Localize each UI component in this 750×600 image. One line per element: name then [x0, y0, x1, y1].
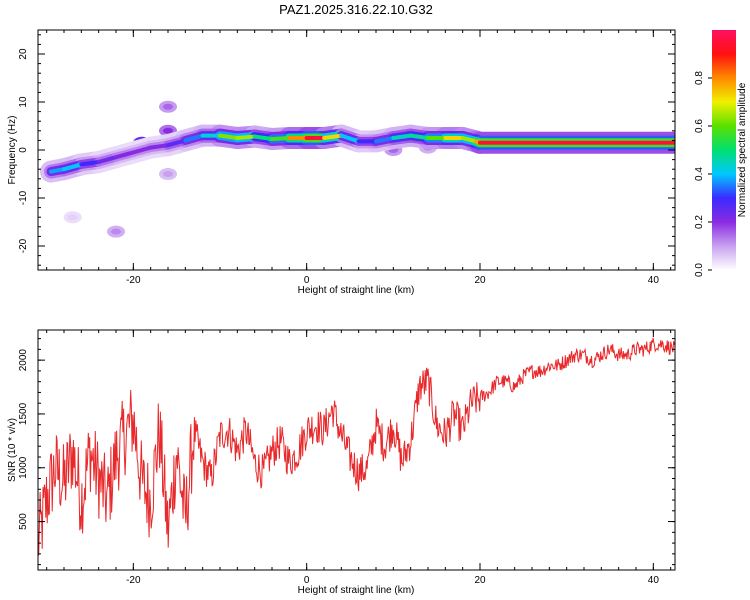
colorbar-tick-label: 0.4 — [694, 167, 705, 181]
snr-line — [38, 337, 675, 556]
snr-y-tick-label: 1000 — [18, 456, 29, 479]
snr-x-tick-label: 40 — [648, 575, 660, 586]
spectral-blob-core — [67, 214, 78, 221]
ridge-core — [235, 134, 257, 140]
ridge-core — [408, 133, 430, 140]
ridge-core — [339, 133, 361, 144]
ridge-core — [270, 136, 292, 141]
spectrogram-y-tick-label: 0 — [18, 147, 29, 153]
spectrogram-y-axis-title: Frequency (Hz) — [7, 116, 18, 185]
spectrogram-y-tick-label: 10 — [18, 96, 29, 108]
ridge-core — [114, 150, 136, 160]
spectrogram-y-tick-label: -20 — [18, 238, 29, 253]
snr-y-tick-label: 500 — [18, 513, 29, 530]
snr-series — [38, 337, 675, 556]
colorbar: 0.0 0.2 0.4 0.6 0.8 Normalized spectral ampl… — [694, 30, 748, 277]
ridge-core — [322, 133, 344, 140]
snr-x-tick-label: -20 — [126, 575, 141, 586]
spectrogram-x-tick-label: 40 — [648, 275, 660, 286]
ridge-core — [391, 133, 413, 140]
ridge-core — [183, 133, 205, 143]
figure-title: PAZ1.2025.316.22.10.G32 — [279, 2, 433, 17]
spectrogram-x-tick-label: -20 — [126, 275, 141, 286]
snr-frame — [37, 329, 676, 571]
colorbar-gradient — [712, 30, 736, 270]
snr-x-tick-label: 0 — [304, 575, 310, 586]
colorbar-tick-label: 0.8 — [694, 71, 705, 85]
ridge-core — [374, 136, 396, 144]
colorbar-tick-label: 0.0 — [694, 263, 705, 277]
snr-x-tick-label: 20 — [474, 575, 486, 586]
spectrogram-y-tick-label: -10 — [18, 190, 29, 205]
spectral-blob-core — [163, 103, 173, 110]
spectrogram-x-tick-label: 0 — [304, 275, 310, 286]
ridge-core — [166, 138, 188, 148]
ridge-core — [131, 145, 153, 155]
ridge-core — [62, 162, 84, 172]
ridge-core — [252, 134, 274, 141]
spectrogram-panel: -20 0 20 40 -20 -10 0 10 20 Height of straight l… — [7, 29, 676, 296]
ridge-core — [96, 155, 118, 164]
snr-x-axis-title: Height of straight line (km) — [298, 585, 415, 596]
snr-y-tick-label: 1500 — [18, 402, 29, 425]
ridge-core — [218, 133, 240, 140]
snr-panel: -20 0 20 40 500 1000 1500 2000 Height of straig… — [7, 329, 676, 596]
snr-y-tick-label: 2000 — [18, 349, 29, 372]
spectral-blob-core — [163, 171, 173, 177]
ridge-core — [49, 167, 66, 174]
colorbar-tick-label: 0.6 — [694, 119, 705, 133]
ridge-core — [460, 136, 478, 144]
spectrogram-x-axis-title: Height of straight line (km) — [298, 285, 415, 296]
colorbar-tick-label: 0.2 — [694, 215, 705, 229]
spectral-blob-core — [163, 127, 173, 134]
spectral-blob-core — [111, 228, 121, 235]
ridge-core — [148, 143, 170, 150]
spectrogram-y-tick-label: 20 — [18, 48, 29, 60]
colorbar-title: Normalized spectral amplitude — [737, 82, 748, 217]
ridge-core — [79, 160, 101, 167]
spectrogram-x-tick-label: 20 — [474, 275, 486, 286]
spectrogram-image — [40, 100, 675, 238]
snr-y-axis-title: SNR (10 * v/v) — [7, 418, 18, 482]
